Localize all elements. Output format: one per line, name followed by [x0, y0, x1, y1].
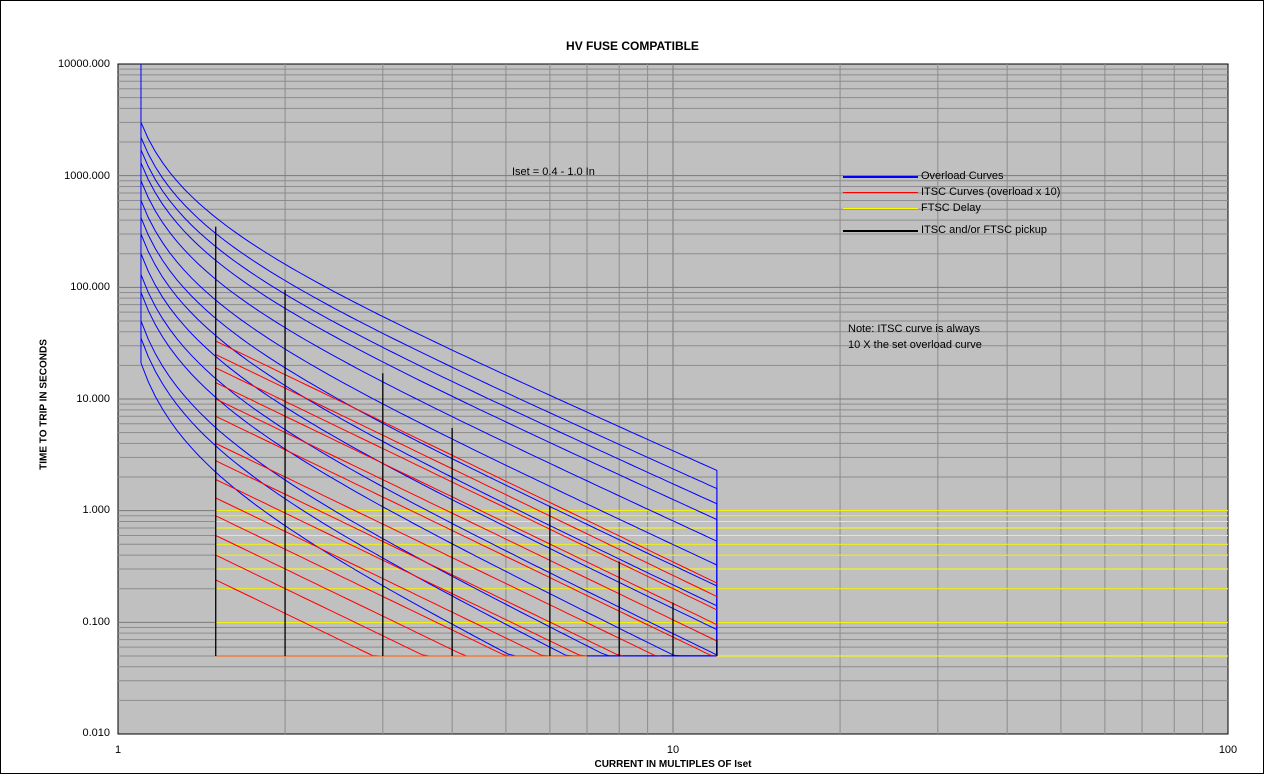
itsc-curve — [215, 497, 548, 657]
legend-swatch-itsc — [843, 192, 918, 193]
itsc-curve — [215, 579, 379, 657]
legend-item-pickup: ITSC and/or FTSC pickup — [843, 224, 1103, 238]
x-tick-label: 10 — [666, 744, 680, 756]
legend-swatch-overload — [843, 176, 918, 178]
overload-curve — [140, 320, 717, 657]
itsc-curve — [215, 398, 718, 642]
itsc-curve — [215, 367, 718, 611]
overload-curve — [140, 149, 718, 656]
legend-item-ftsc: FTSC Delay — [843, 202, 1103, 216]
note-line-1: Note: ITSC curve is always — [848, 323, 981, 335]
legend-swatch-pickup — [843, 230, 918, 232]
y-tick-label: 0.100 — [82, 616, 110, 628]
itsc-curve — [215, 460, 624, 657]
itsc-curve — [215, 534, 467, 657]
y-tick-label: 1.000 — [82, 504, 110, 516]
note-line-2: 10 X the set overload curve — [848, 339, 982, 351]
overload-curve — [140, 253, 718, 656]
legend: Overload Curves ITSC Curves (overload x … — [843, 168, 1103, 248]
overload-curve — [140, 217, 718, 656]
y-tick-label: 10000.000 — [58, 58, 110, 70]
x-tick-label: 100 — [1218, 744, 1238, 756]
overload-curve — [140, 362, 717, 657]
legend-item-overload: Overload Curves — [843, 170, 1103, 184]
series-layer — [140, 64, 1228, 657]
chart-title: HV FUSE COMPATIBLE — [566, 39, 699, 53]
legend-item-itsc: ITSC Curves (overload x 10) — [843, 186, 1103, 200]
legend-label-itsc: ITSC Curves (overload x 10) — [921, 186, 1061, 198]
legend-swatch-ftsc — [843, 208, 918, 209]
itsc-curve — [215, 515, 511, 657]
itsc-curve — [215, 479, 586, 657]
itsc-curve — [215, 382, 718, 626]
legend-label-ftsc: FTSC Delay — [921, 202, 981, 214]
overload-curve — [140, 162, 718, 656]
y-tick-label: 100.000 — [70, 281, 110, 293]
iset-annotation: Iset = 0.4 - 1.0 In — [512, 166, 595, 178]
x-axis-label: CURRENT IN MULTIPLES OF Iset — [594, 759, 752, 770]
x-tick-label: 1 — [114, 744, 122, 756]
y-tick-label: 1000.000 — [64, 170, 110, 182]
overload-curve — [140, 122, 718, 656]
overload-curve — [140, 200, 718, 656]
overload-curve — [140, 233, 718, 656]
legend-label-pickup: ITSC and/or FTSC pickup — [921, 224, 1047, 236]
overload-curve — [140, 274, 718, 656]
overload-curve — [140, 137, 718, 656]
itsc-curve — [215, 340, 718, 584]
overload-curve — [140, 338, 717, 657]
overload-curve — [140, 292, 717, 657]
y-tick-label: 0.010 — [82, 727, 110, 739]
overload-curve — [140, 180, 718, 656]
itsc-curve — [215, 442, 661, 657]
itsc-curve — [215, 354, 718, 598]
legend-label-overload: Overload Curves — [921, 170, 1004, 182]
itsc-curve — [215, 554, 429, 657]
y-tick-label: 10.000 — [76, 393, 110, 405]
itsc-curve — [215, 415, 717, 657]
note-annotation: Note: ITSC curve is always 10 X the set … — [848, 323, 1028, 351]
